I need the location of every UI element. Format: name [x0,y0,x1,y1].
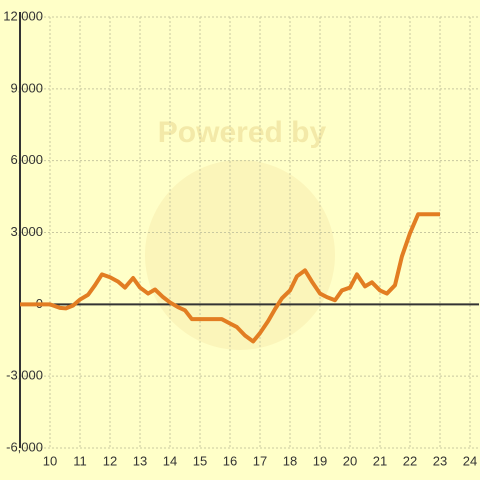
x-tick-label: 13 [133,453,147,468]
x-tick-label: 21 [373,453,387,468]
x-tick-label: 11 [73,453,87,468]
y-tick-label: -6,000 [6,439,43,454]
x-tick-label: 16 [223,453,237,468]
x-tick-label: 12 [103,453,117,468]
x-tick-label: 22 [403,453,417,468]
x-tick-label: 18 [283,453,297,468]
x-tick-label: 19 [313,453,327,468]
watermark-logo [145,160,335,350]
x-tick-label: 20 [343,453,357,468]
watermark: Powered by [158,116,327,149]
x-tick-label: 24 [463,453,477,468]
y-tick-label: -3,000 [6,368,43,383]
x-tick-label: 17 [253,453,267,468]
data-line [20,212,440,344]
x-tick-label: 15 [193,453,207,468]
x-tick-label: 10 [43,453,57,468]
x-tick-label: 14 [163,453,177,468]
y-tick-label: 9,000 [10,80,43,95]
x-tick-label: 23 [433,453,447,468]
y-tick-label: 12,000 [3,8,43,23]
y-tick-label: 3,000 [10,224,43,239]
y-tick-label: 6,000 [10,152,43,167]
